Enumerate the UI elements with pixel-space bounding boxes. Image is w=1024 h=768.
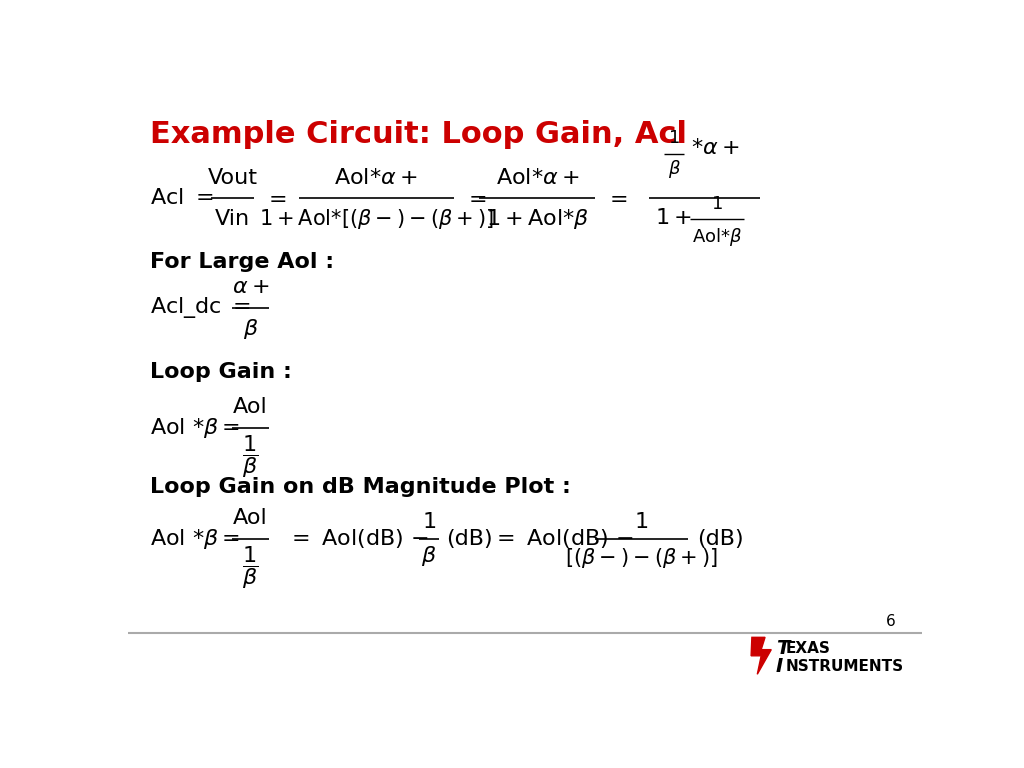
Text: $1$: $1$ <box>711 195 723 213</box>
Text: Aol $*\beta=$: Aol $*\beta=$ <box>150 527 240 551</box>
Text: $1+$Aol$*\beta$: $1+$Aol$*\beta$ <box>485 207 589 231</box>
Polygon shape <box>751 637 771 674</box>
Text: $\alpha+$: $\alpha+$ <box>231 277 269 297</box>
Text: (dB): (dB) <box>445 528 493 549</box>
Text: $\beta$: $\beta$ <box>243 316 258 340</box>
Text: $\beta$: $\beta$ <box>668 158 681 180</box>
Text: Aol$*\alpha+$: Aol$*\alpha+$ <box>334 167 418 187</box>
Text: $1$: $1$ <box>422 511 436 531</box>
Text: 6: 6 <box>886 614 895 630</box>
Text: $1+$Aol$*[(\beta-)-(\beta+)]$: $1+$Aol$*[(\beta-)-(\beta+)]$ <box>259 207 494 231</box>
Text: $=$: $=$ <box>604 188 628 208</box>
Text: Loop Gain :: Loop Gain : <box>150 362 292 382</box>
Text: I: I <box>776 657 783 676</box>
Text: Example Circuit: Loop Gain, Acl: Example Circuit: Loop Gain, Acl <box>150 120 687 149</box>
Text: $=$ Aol(dB) $-$: $=$ Aol(dB) $-$ <box>287 528 428 550</box>
Text: Acl $=$: Acl $=$ <box>150 188 213 208</box>
Text: Acl$\_$dc $=$: Acl$\_$dc $=$ <box>150 295 251 320</box>
Text: $1$: $1$ <box>669 129 680 147</box>
Text: $[(\beta-)-(\beta+)]$: $[(\beta-)-(\beta+)]$ <box>565 546 718 570</box>
Text: $*\alpha+$: $*\alpha+$ <box>691 137 739 157</box>
Text: $=$ Aol(dB) $-$: $=$ Aol(dB) $-$ <box>493 528 634 550</box>
Text: Loop Gain on dB Magnitude Plot :: Loop Gain on dB Magnitude Plot : <box>150 477 570 497</box>
Text: Aol$*\alpha+$: Aol$*\alpha+$ <box>496 167 579 187</box>
Text: T: T <box>776 639 790 657</box>
Text: Aol$*\beta$: Aol$*\beta$ <box>692 226 742 248</box>
Text: $1+$: $1+$ <box>655 207 692 227</box>
Text: Aol: Aol <box>233 508 268 528</box>
Text: (dB): (dB) <box>697 528 743 549</box>
Text: $\dfrac{1}{\beta}$: $\dfrac{1}{\beta}$ <box>243 545 258 591</box>
Text: Vin: Vin <box>215 209 250 229</box>
Text: $1$: $1$ <box>634 511 648 531</box>
Text: NSTRUMENTS: NSTRUMENTS <box>786 659 904 674</box>
Text: Aol: Aol <box>233 397 268 417</box>
Text: $=$: $=$ <box>464 188 486 208</box>
Text: $\dfrac{1}{\beta}$: $\dfrac{1}{\beta}$ <box>243 433 258 480</box>
Text: Aol $*\beta=$: Aol $*\beta=$ <box>150 416 240 440</box>
Text: For Large Aol :: For Large Aol : <box>150 252 334 272</box>
Text: $\beta$: $\beta$ <box>421 544 436 568</box>
Text: Vout: Vout <box>208 167 258 187</box>
Text: $=$: $=$ <box>263 188 287 208</box>
Text: EXAS: EXAS <box>786 641 830 656</box>
